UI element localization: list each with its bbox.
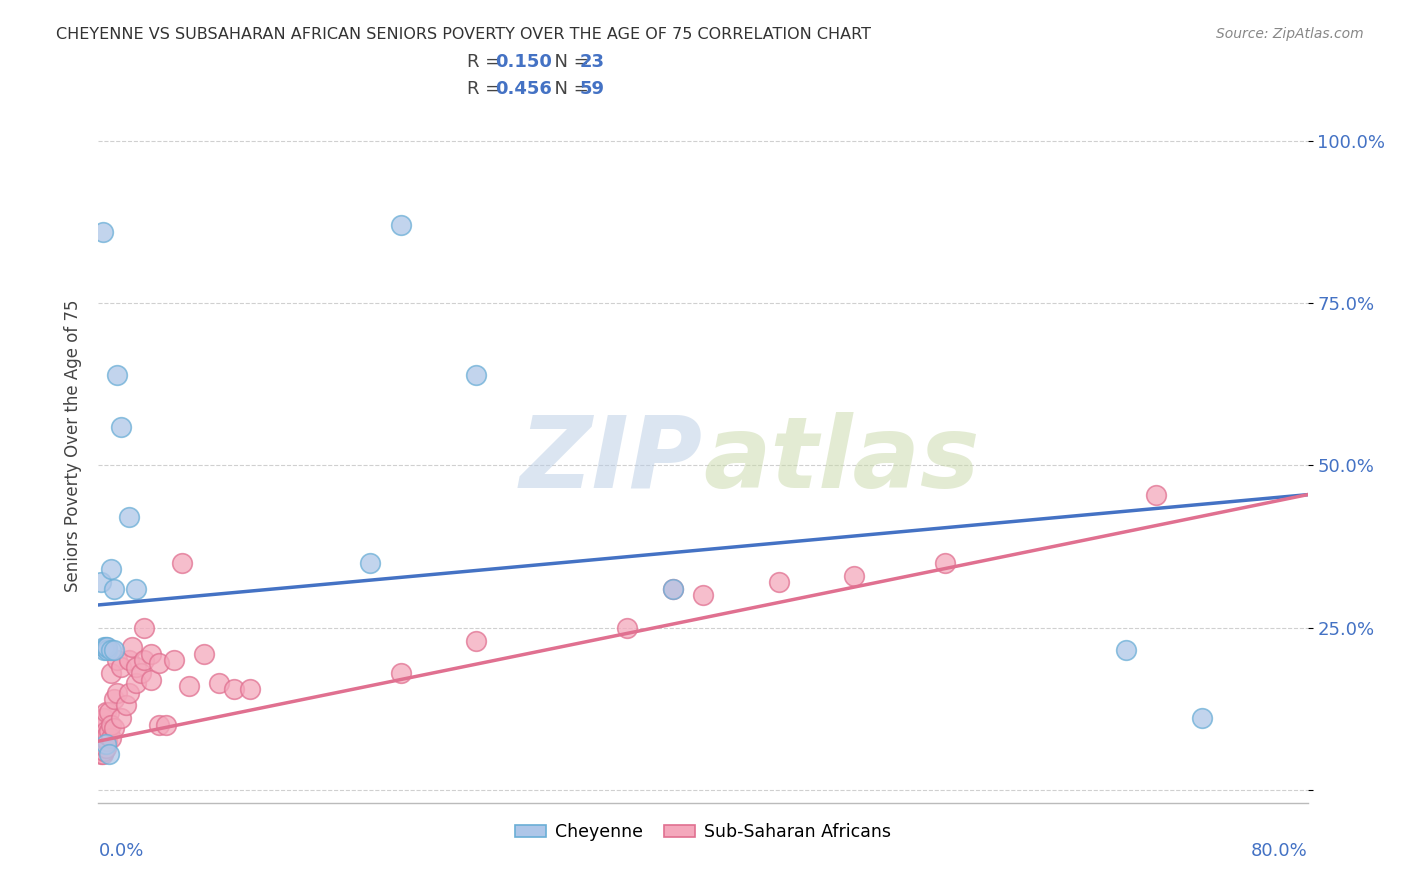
Point: [90, 575, 112, 590]
Point: [103, 692, 125, 706]
Point: [934, 556, 956, 570]
Point: [768, 575, 790, 590]
Point: [100, 666, 122, 681]
Point: [91, 711, 114, 725]
Point: [94, 740, 117, 755]
Point: [661, 582, 683, 596]
Point: [110, 419, 132, 434]
Point: [91, 738, 114, 752]
Point: [125, 659, 148, 673]
Point: [100, 731, 122, 745]
Point: [121, 640, 143, 654]
Text: 0.150: 0.150: [495, 54, 553, 71]
Point: [93, 711, 115, 725]
Point: [148, 718, 170, 732]
Point: [1191, 711, 1213, 725]
Point: [100, 643, 122, 657]
Point: [103, 582, 125, 596]
Text: 59: 59: [579, 79, 605, 98]
Point: [1115, 643, 1137, 657]
Y-axis label: Seniors Poverty Over the Age of 75: Seniors Poverty Over the Age of 75: [63, 300, 82, 592]
Point: [118, 685, 141, 699]
Text: Source: ZipAtlas.com: Source: ZipAtlas.com: [1216, 27, 1364, 41]
Point: [103, 643, 125, 657]
Point: [170, 556, 193, 570]
Text: N =: N =: [543, 54, 595, 71]
Point: [389, 219, 412, 233]
Point: [96, 640, 118, 654]
Point: [105, 368, 128, 382]
Point: [132, 653, 155, 667]
Point: [91, 225, 114, 239]
Point: [208, 675, 231, 690]
Point: [89, 744, 111, 758]
Text: N =: N =: [543, 79, 595, 98]
Text: R =: R =: [467, 54, 506, 71]
Point: [93, 738, 115, 752]
Text: R =: R =: [467, 79, 506, 98]
Point: [96, 734, 118, 748]
Point: [692, 588, 714, 602]
Point: [105, 653, 128, 667]
Text: 80.0%: 80.0%: [1251, 842, 1308, 860]
Point: [103, 721, 125, 735]
Text: 0.0%: 0.0%: [98, 842, 143, 860]
Point: [616, 621, 638, 635]
Point: [193, 647, 215, 661]
Point: [94, 731, 117, 745]
Point: [465, 368, 488, 382]
Point: [94, 640, 117, 654]
Point: [94, 705, 117, 719]
Point: [98, 747, 121, 761]
Point: [118, 510, 141, 524]
Point: [1144, 488, 1167, 502]
Point: [93, 640, 115, 654]
Point: [179, 679, 201, 693]
Point: [94, 738, 117, 752]
Point: [100, 562, 122, 576]
Point: [465, 633, 488, 648]
Point: [141, 673, 163, 687]
Point: [96, 643, 118, 657]
Text: 23: 23: [579, 54, 605, 71]
Point: [125, 675, 148, 690]
Point: [110, 659, 132, 673]
Point: [93, 728, 115, 742]
Point: [141, 647, 163, 661]
Point: [661, 582, 683, 596]
Point: [110, 711, 132, 725]
Point: [100, 718, 122, 732]
Point: [389, 666, 412, 681]
Point: [93, 643, 115, 657]
Point: [114, 698, 136, 713]
Point: [98, 724, 121, 739]
Point: [98, 705, 121, 719]
Legend: Cheyenne, Sub-Saharan Africans: Cheyenne, Sub-Saharan Africans: [508, 816, 898, 847]
Point: [155, 718, 177, 732]
Point: [90, 747, 112, 761]
Point: [239, 682, 262, 697]
Point: [96, 728, 118, 742]
Point: [129, 666, 152, 681]
Point: [93, 744, 115, 758]
Point: [105, 685, 128, 699]
Point: [132, 621, 155, 635]
Text: ZIP: ZIP: [520, 412, 703, 508]
Point: [94, 724, 117, 739]
Point: [91, 731, 114, 745]
Point: [844, 568, 866, 582]
Point: [118, 653, 141, 667]
Point: [91, 747, 114, 761]
Point: [163, 653, 186, 667]
Text: CHEYENNE VS SUBSAHARAN AFRICAN SENIORS POVERTY OVER THE AGE OF 75 CORRELATION CH: CHEYENNE VS SUBSAHARAN AFRICAN SENIORS P…: [56, 27, 872, 42]
Point: [125, 582, 148, 596]
Point: [93, 718, 115, 732]
Point: [90, 738, 112, 752]
Point: [360, 556, 382, 570]
Point: [224, 682, 246, 697]
Point: [148, 657, 170, 671]
Text: 0.456: 0.456: [495, 79, 553, 98]
Text: atlas: atlas: [703, 412, 980, 508]
